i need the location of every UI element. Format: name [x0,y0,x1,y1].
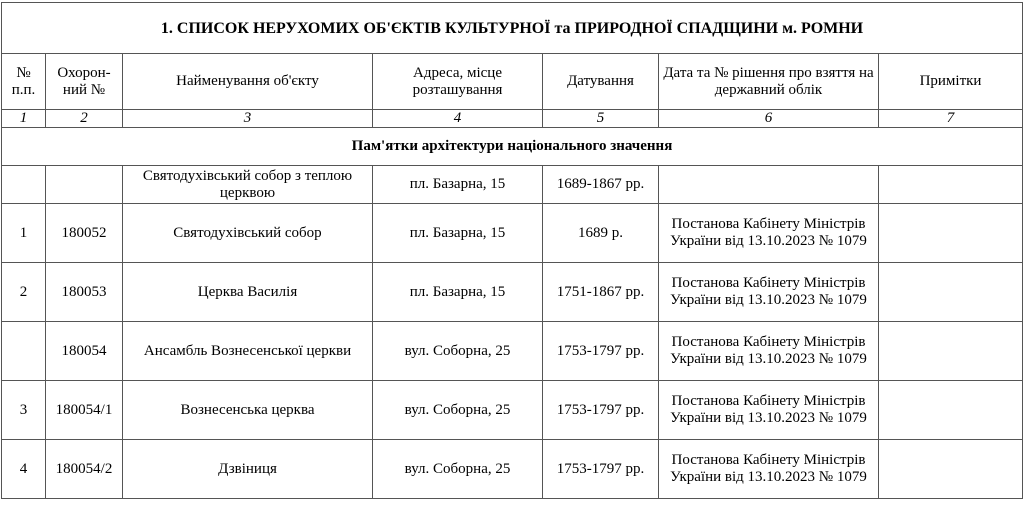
table-row: 180054 Ансамбль Вознесенської церкви вул. … [1,321,1024,381]
header-notes: Примітки [877,53,1024,110]
cell-code: 180053 [45,262,123,322]
column-number: 6 [658,109,879,128]
cell-notes [877,321,1024,381]
cell-address: пл. Базарна, 15 [372,262,543,322]
table-row: 3 180054/1 Вознесенська церква вул. Соборна… [1,380,1024,440]
section-heading: Пам'ятки архітектури національного значе… [0,127,1024,166]
header-row: № п.п. Охорон-ний № Найменування об'єкту… [1,53,1024,110]
cell-notes [877,262,1024,322]
cell-date: 1689-1867 рр. [542,165,659,204]
cell-num: 2 [1,262,46,322]
column-number: 7 [877,109,1024,128]
cell-decision: Постанова Кабінету Міністрів України від… [658,380,879,440]
cell-decision: Постанова Кабінету Міністрів України від… [658,321,879,381]
cell-num: 3 [1,380,46,440]
header-code: Охорон-ний № [45,53,123,110]
cell-name: Святодухівський собор [122,203,373,263]
cell-date: 1751-1867 рр. [542,262,659,322]
table-title: 1. СПИСОК НЕРУХОМИХ ОБ'ЄКТІВ КУЛЬТУРНОЇ … [0,2,1024,54]
cell-address: вул. Соборна, 25 [372,321,543,381]
cell-code: 180054/2 [45,439,123,499]
cell-code [45,165,123,204]
header-decision: Дата та № рішення про взяття на державни… [658,53,879,110]
cell-code: 180052 [45,203,123,263]
cell-code: 180054/1 [45,380,123,440]
header-name: Найменування об'єкту [122,53,373,110]
cell-address: вул. Соборна, 25 [372,439,543,499]
table-row: 1 180052 Святодухівський собор пл. Базарна,… [1,203,1024,263]
cell-name: Дзвіниця [122,439,373,499]
cell-notes [877,165,1024,204]
cell-num: 1 [1,203,46,263]
cell-date: 1753-1797 рр. [542,321,659,381]
column-number-row: 1 2 3 4 5 6 7 [1,109,1024,128]
header-date: Датування [542,53,659,110]
cell-decision: Постанова Кабінету Міністрів України від… [658,439,879,499]
column-number: 4 [372,109,543,128]
header-num: № п.п. [1,53,46,110]
cell-num: 4 [1,439,46,499]
cell-address: пл. Базарна, 15 [372,203,543,263]
cell-notes [877,439,1024,499]
cell-decision: Постанова Кабінету Міністрів України від… [658,262,879,322]
cell-address: пл. Базарна, 15 [372,165,543,204]
cell-decision [658,165,879,204]
cell-code: 180054 [45,321,123,381]
cell-notes [877,380,1024,440]
table-row: Святодухівський собор з теплою церквою пл… [1,165,1024,204]
cell-num [1,321,46,381]
column-number: 1 [1,109,46,128]
cell-name: Церква Василія [122,262,373,322]
cell-name: Святодухівський собор з теплою церквою [122,165,373,204]
cell-name: Ансамбль Вознесенської церкви [122,321,373,381]
column-number: 3 [122,109,373,128]
cell-date: 1689 р. [542,203,659,263]
cell-address: вул. Соборна, 25 [372,380,543,440]
cell-notes [877,203,1024,263]
table-row: 2 180053 Церква Василія пл. Базарна, 15 1751… [1,262,1024,322]
table-row: 4 180054/2 Дзвіниця вул. Соборна, 25 1753-17… [1,439,1024,499]
cell-decision: Постанова Кабінету Міністрів України від… [658,203,879,263]
column-number: 2 [45,109,123,128]
column-number: 5 [542,109,659,128]
cell-date: 1753-1797 рр. [542,439,659,499]
header-address: Адреса, місце розташування [372,53,543,110]
cell-name: Вознесенська церква [122,380,373,440]
cell-date: 1753-1797 рр. [542,380,659,440]
cell-num [1,165,46,204]
